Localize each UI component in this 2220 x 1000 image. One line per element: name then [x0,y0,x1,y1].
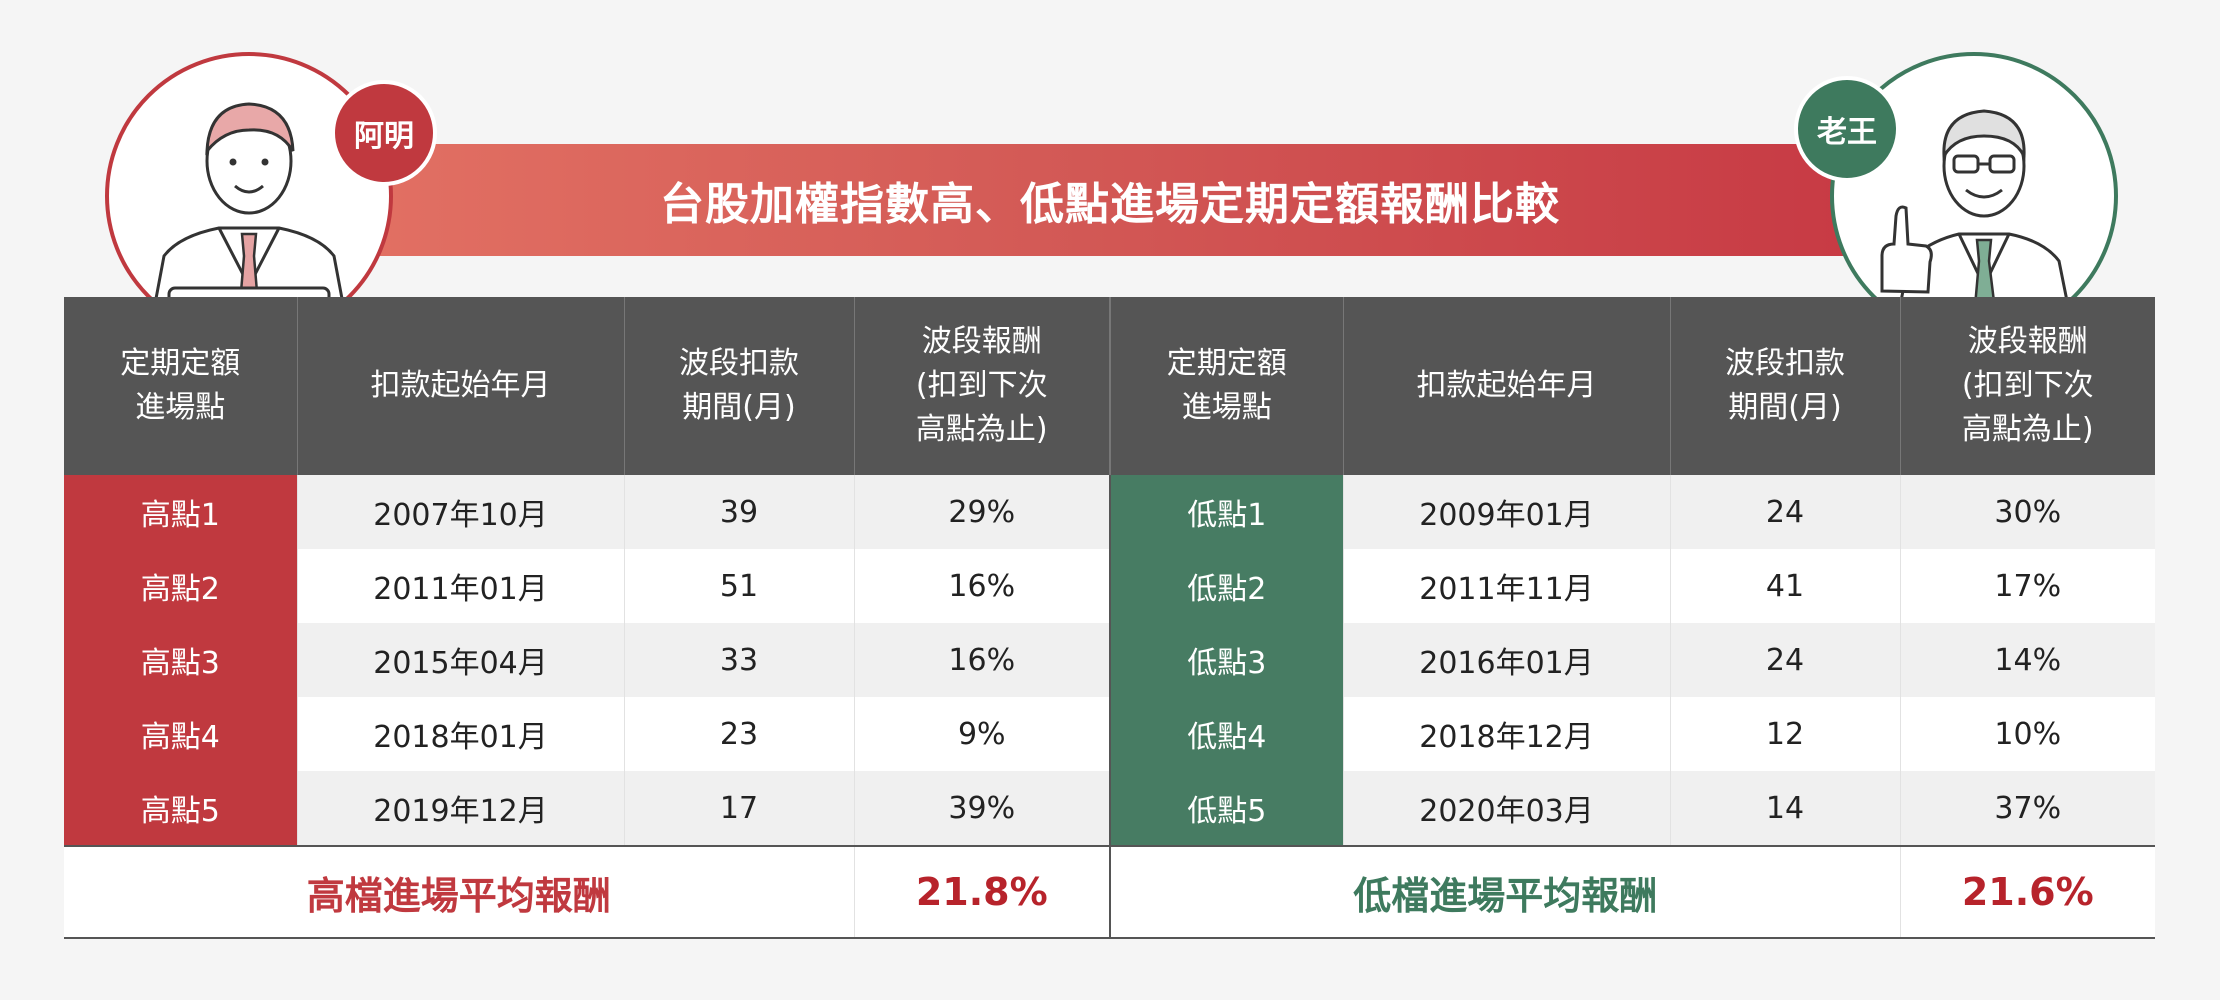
low-point-label: 低點2 [1109,549,1343,623]
table-row: 高點4 2018年01月 23 9% 低點4 2018年12月 12 10% [64,697,2155,771]
low-average-label: 低檔進場平均報酬 [1109,845,1900,939]
low-return: 30% [1899,475,2155,549]
high-start-month: 2018年01月 [296,697,624,771]
header-start-month-high: 扣款起始年月 [296,297,624,475]
high-start-month: 2019年12月 [296,771,624,846]
high-start-month: 2011年01月 [296,549,624,623]
high-period: 39 [623,475,854,549]
header-return-low: 波段報酬 (扣到下次 高點為止) [1899,297,2155,475]
high-point-label: 高點3 [64,623,297,697]
low-return: 10% [1899,697,2155,771]
table-row: 高點3 2015年04月 33 16% 低點3 2016年01月 24 14% [64,623,2155,697]
name-badge-left: 阿明 [331,80,437,186]
comparison-table: 定期定額 進場點 扣款起始年月 波段扣款 期間(月) 波段報酬 (扣到下次 高點… [64,297,2155,939]
low-period: 41 [1669,549,1900,623]
table-row: 高點2 2011年01月 51 16% 低點2 2011年11月 41 17% [64,549,2155,623]
high-point-label: 高點4 [64,697,297,771]
low-period: 24 [1669,623,1900,697]
low-point-label: 低點3 [1109,623,1343,697]
low-start-month: 2016年01月 [1342,623,1670,697]
low-start-month: 2009年01月 [1342,475,1670,549]
high-return: 39% [853,771,1110,846]
low-average-value: 21.6% [1899,845,2155,939]
low-start-month: 2011年11月 [1342,549,1670,623]
low-period: 12 [1669,697,1900,771]
high-point-label: 高點2 [64,549,297,623]
high-period: 33 [623,623,854,697]
low-start-month: 2018年12月 [1342,697,1670,771]
high-return: 16% [853,549,1110,623]
high-point-label: 高點5 [64,771,297,846]
name-badge-right: 老王 [1794,76,1900,182]
low-period: 14 [1669,771,1900,846]
low-return: 14% [1899,623,2155,697]
high-start-month: 2015年04月 [296,623,624,697]
high-average-label: 高檔進場平均報酬 [64,845,854,939]
high-start-month: 2007年10月 [296,475,624,549]
low-start-month: 2020年03月 [1342,771,1670,846]
header-entry-point-high: 定期定額 進場點 [64,297,297,475]
header-period-low: 波段扣款 期間(月) [1669,297,1900,475]
low-point-label: 低點5 [1109,771,1343,846]
high-point-label: 高點1 [64,475,297,549]
table-row: 高點1 2007年10月 39 29% 低點1 2009年01月 24 30% [64,475,2155,549]
header-return-high: 波段報酬 (扣到下次 高點為止) [853,297,1110,475]
page-title: 台股加權指數高、低點進場定期定額報酬比較 [660,179,1560,230]
header-period-high: 波段扣款 期間(月) [623,297,854,475]
table-row: 高點5 2019年12月 17 39% 低點5 2020年03月 14 37% [64,771,2155,846]
low-period: 24 [1669,475,1900,549]
high-return: 9% [853,697,1110,771]
low-point-label: 低點4 [1109,697,1343,771]
header-start-month-low: 扣款起始年月 [1342,297,1670,475]
table-header-row: 定期定額 進場點 扣款起始年月 波段扣款 期間(月) 波段報酬 (扣到下次 高點… [64,297,2155,475]
high-average-value: 21.8% [853,845,1110,939]
high-return: 29% [853,475,1110,549]
header-entry-point-low: 定期定額 進場點 [1109,297,1343,475]
high-period: 51 [623,549,854,623]
high-period: 17 [623,771,854,846]
low-return: 17% [1899,549,2155,623]
low-point-label: 低點1 [1109,475,1343,549]
high-period: 23 [623,697,854,771]
title-banner [360,144,1860,256]
avatar-right-illustration [1830,52,2118,340]
high-return: 16% [853,623,1110,697]
summary-row: 高檔進場平均報酬 21.8% 低檔進場平均報酬 21.6% [64,845,2155,939]
low-return: 37% [1899,771,2155,846]
